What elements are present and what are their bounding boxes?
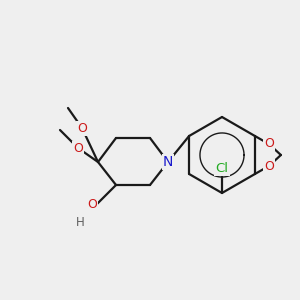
Text: O: O bbox=[77, 122, 87, 134]
Text: O: O bbox=[73, 142, 83, 154]
Text: O: O bbox=[264, 137, 274, 151]
Text: methoxy: methoxy bbox=[60, 129, 66, 130]
Text: H: H bbox=[76, 215, 84, 229]
Text: O: O bbox=[264, 160, 274, 172]
Text: O: O bbox=[87, 199, 97, 212]
Text: N: N bbox=[163, 155, 173, 169]
Text: Cl: Cl bbox=[215, 161, 229, 175]
